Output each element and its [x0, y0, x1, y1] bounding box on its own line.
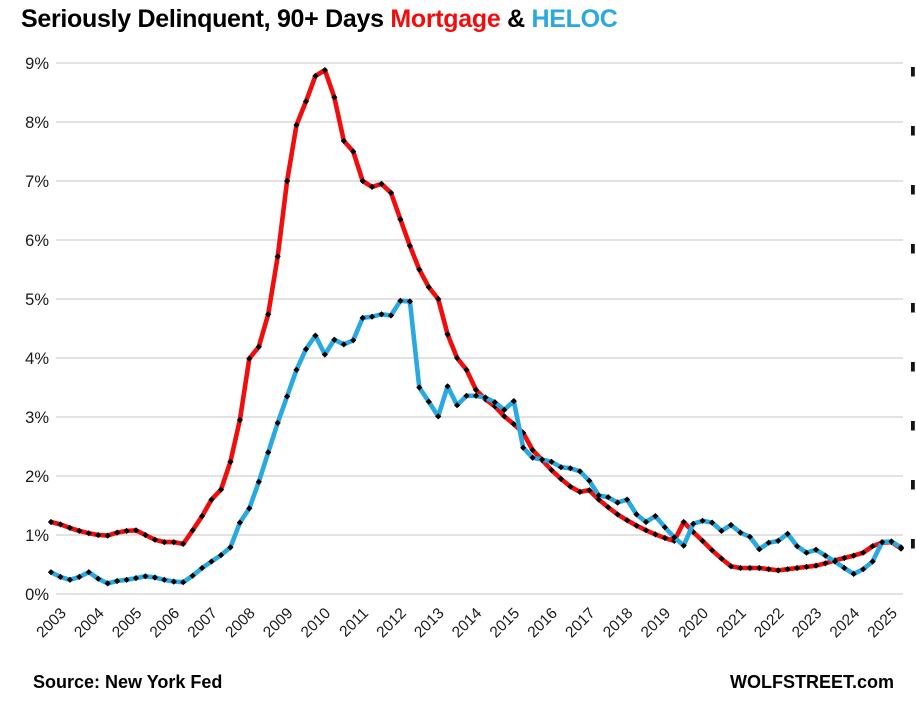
y-tick-label-4%: 4% [25, 350, 49, 368]
title-prefix: Seriously Delinquent, 90+ Days [21, 5, 391, 33]
heloc-series [47, 297, 905, 587]
mortgage-quarterly-markers [47, 67, 905, 574]
clipped-right-label-fragment [911, 421, 915, 431]
x-tick-label-2006: 2006 [147, 605, 183, 641]
title-mortgage-legend: Mortgage [390, 5, 501, 33]
clipped-right-label-fragment [911, 362, 915, 372]
title-ampersand: & [500, 5, 532, 33]
x-tick-label-2022: 2022 [751, 605, 787, 641]
x-tick-label-2012: 2012 [373, 605, 409, 641]
clipped-right-label-fragment [911, 303, 915, 313]
x-tick-label-2003: 2003 [33, 605, 69, 641]
x-tick-label-2014: 2014 [449, 605, 486, 642]
wolfstreet-brand: WOLFSTREET.com [729, 672, 894, 692]
x-tick-label-2024: 2024 [827, 605, 864, 642]
x-tick-label-2021: 2021 [713, 605, 749, 641]
x-tick-label-2005: 2005 [109, 605, 145, 641]
source-note: Source: New York Fed [33, 672, 223, 692]
clipped-right-label-fragment [911, 539, 915, 549]
x-tick-label-2008: 2008 [222, 605, 258, 641]
x-tick-label-2025: 2025 [865, 605, 901, 641]
y-tick-label-8%: 8% [25, 114, 49, 132]
mortgage-series [47, 67, 905, 574]
clipped-right-label-fragment [911, 67, 915, 77]
y-gridlines [56, 62, 903, 595]
clipped-right-label-fragment [911, 244, 915, 254]
x-tick-label-2015: 2015 [487, 605, 523, 641]
y-tick-label-6%: 6% [25, 232, 49, 250]
y-tick-label-1%: 1% [25, 527, 49, 545]
y-tick-label-3%: 3% [25, 409, 49, 427]
x-tick-label-2019: 2019 [638, 605, 674, 641]
chart-title: Seriously Delinquent, 90+ Days Mortgage … [21, 5, 618, 34]
x-tick-label-2013: 2013 [411, 605, 447, 641]
x-tick-label-2023: 2023 [789, 605, 825, 641]
title-heloc-legend: HELOC [531, 5, 618, 33]
x-tick-label-2011: 2011 [336, 605, 372, 641]
right-edge-clipped-labels [911, 67, 915, 549]
y-tick-label-0%: 0% [25, 586, 49, 604]
x-tick-label-2009: 2009 [260, 605, 296, 641]
clipped-right-label-fragment [911, 480, 915, 490]
clipped-right-label-fragment [911, 126, 915, 136]
mortgage-line [48, 67, 904, 573]
y-tick-label-2%: 2% [25, 468, 49, 486]
y-tick-label-9%: 9% [25, 55, 49, 73]
clipped-right-label-fragment [911, 185, 915, 195]
x-axis-labels: 2003 2004 2005 2006 2007 2008 2009 2010 2011 2012… [33, 605, 901, 642]
x-tick-label-2007: 2007 [185, 605, 221, 641]
x-tick-label-2004: 2004 [71, 605, 108, 642]
y-tick-label-5%: 5% [25, 291, 49, 309]
y-tick-label-7%: 7% [25, 173, 49, 191]
x-tick-label-2018: 2018 [600, 605, 636, 641]
x-tick-label-2020: 2020 [676, 605, 713, 642]
x-tick-label-2010: 2010 [298, 605, 335, 642]
x-tick-label-2016: 2016 [525, 605, 561, 641]
x-tick-label-2017: 2017 [562, 605, 598, 641]
y-axis-labels: 0% 1% 2% 3% 4% 5% 6% 7% 8% 9% [25, 55, 49, 604]
